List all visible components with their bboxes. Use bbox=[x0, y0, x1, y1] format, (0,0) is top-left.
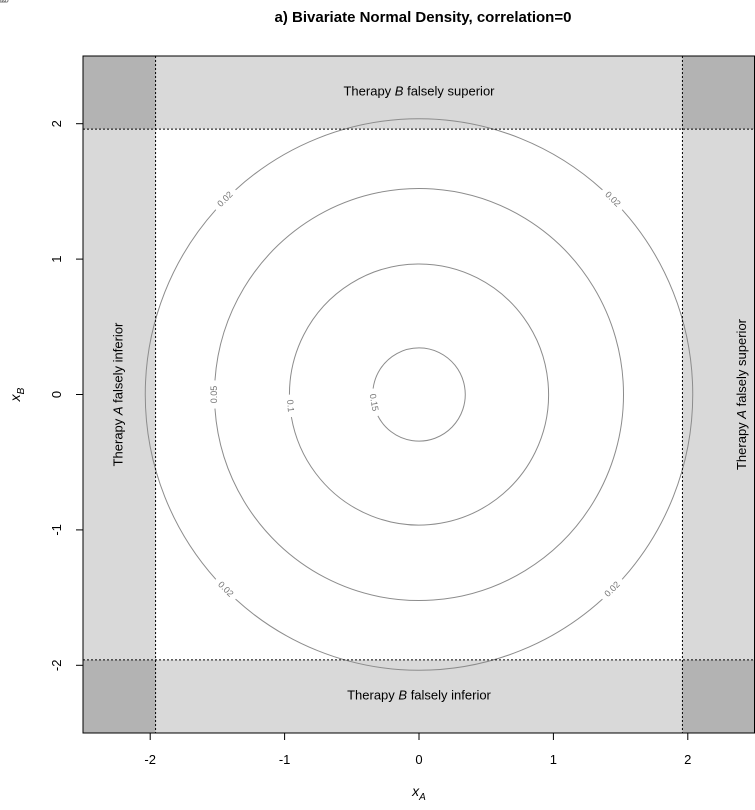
contour-label: 0.02 bbox=[602, 579, 621, 598]
contour-label: 0.35 bbox=[0, 0, 9, 4]
y-tick-label: 2 bbox=[49, 120, 64, 127]
region-corner-tl bbox=[83, 56, 156, 130]
region-corner-br bbox=[682, 659, 755, 733]
y-axis: -2 -1 0 1 2 bbox=[49, 120, 83, 671]
contour-line-0.15 bbox=[372, 347, 466, 442]
contour-line-0.02 bbox=[144, 118, 694, 671]
contour-line-0.1 bbox=[288, 263, 550, 526]
contour-label: 0.05 bbox=[209, 386, 219, 404]
y-tick-label: 0 bbox=[49, 391, 64, 398]
x-axis: -2 -1 0 1 2 bbox=[144, 733, 691, 767]
x-tick-label: 1 bbox=[550, 752, 557, 767]
contour-label: 0.3 bbox=[0, 0, 6, 4]
plot-area: 0.02 0.02 0.02 0.02 0.05 0.1 0.15 0.20.250.30.3… bbox=[0, 0, 755, 734]
region-left bbox=[83, 129, 156, 660]
y-axis-label-main: x bbox=[7, 393, 23, 402]
plot-frame bbox=[82, 55, 755, 734]
y-axis-label: xB bbox=[7, 387, 27, 402]
x-tick-label: -1 bbox=[279, 752, 291, 767]
rejection-regions bbox=[83, 56, 755, 733]
x-tick-label: 0 bbox=[415, 752, 422, 767]
contour-label: 0.25 bbox=[0, 0, 9, 4]
region-bottom bbox=[83, 659, 755, 733]
x-axis-label-main: x bbox=[411, 783, 420, 799]
critical-value-lines bbox=[83, 56, 755, 733]
region-labels: Therapy B falsely superior Therapy B fals… bbox=[111, 84, 750, 703]
region-label-right: Therapy A falsely superior bbox=[734, 318, 749, 470]
contour-label: 0.02 bbox=[603, 189, 622, 208]
y-tick-label: -1 bbox=[49, 524, 64, 536]
x-axis-label-sub: A bbox=[418, 792, 426, 803]
contour-label: 0.02 bbox=[216, 579, 235, 598]
y-tick-label: -2 bbox=[49, 660, 64, 672]
region-corner-tr bbox=[682, 56, 755, 130]
contour-label: 0.02 bbox=[215, 189, 234, 208]
region-corner-bl bbox=[83, 659, 156, 733]
x-tick-label: 2 bbox=[684, 752, 691, 767]
y-tick-label: 1 bbox=[49, 255, 64, 262]
region-label-top: Therapy B falsely superior bbox=[343, 84, 495, 99]
region-right bbox=[682, 129, 755, 660]
region-label-left: Therapy A falsely inferior bbox=[111, 322, 126, 466]
x-tick-label: -2 bbox=[144, 752, 156, 767]
contour-label: 0.2 bbox=[0, 0, 6, 4]
x-axis-label: xA bbox=[411, 783, 426, 803]
y-axis-label-sub: B bbox=[16, 387, 27, 394]
contour-label: 0.1 bbox=[285, 399, 296, 412]
contour-line-0.05 bbox=[214, 187, 625, 602]
region-label-bottom: Therapy B falsely inferior bbox=[347, 688, 491, 703]
chart-title: a) Bivariate Normal Density, correlation… bbox=[275, 9, 572, 26]
contour-label: 0.15 bbox=[368, 393, 381, 412]
region-top bbox=[83, 56, 755, 130]
contour-lines bbox=[144, 118, 694, 671]
